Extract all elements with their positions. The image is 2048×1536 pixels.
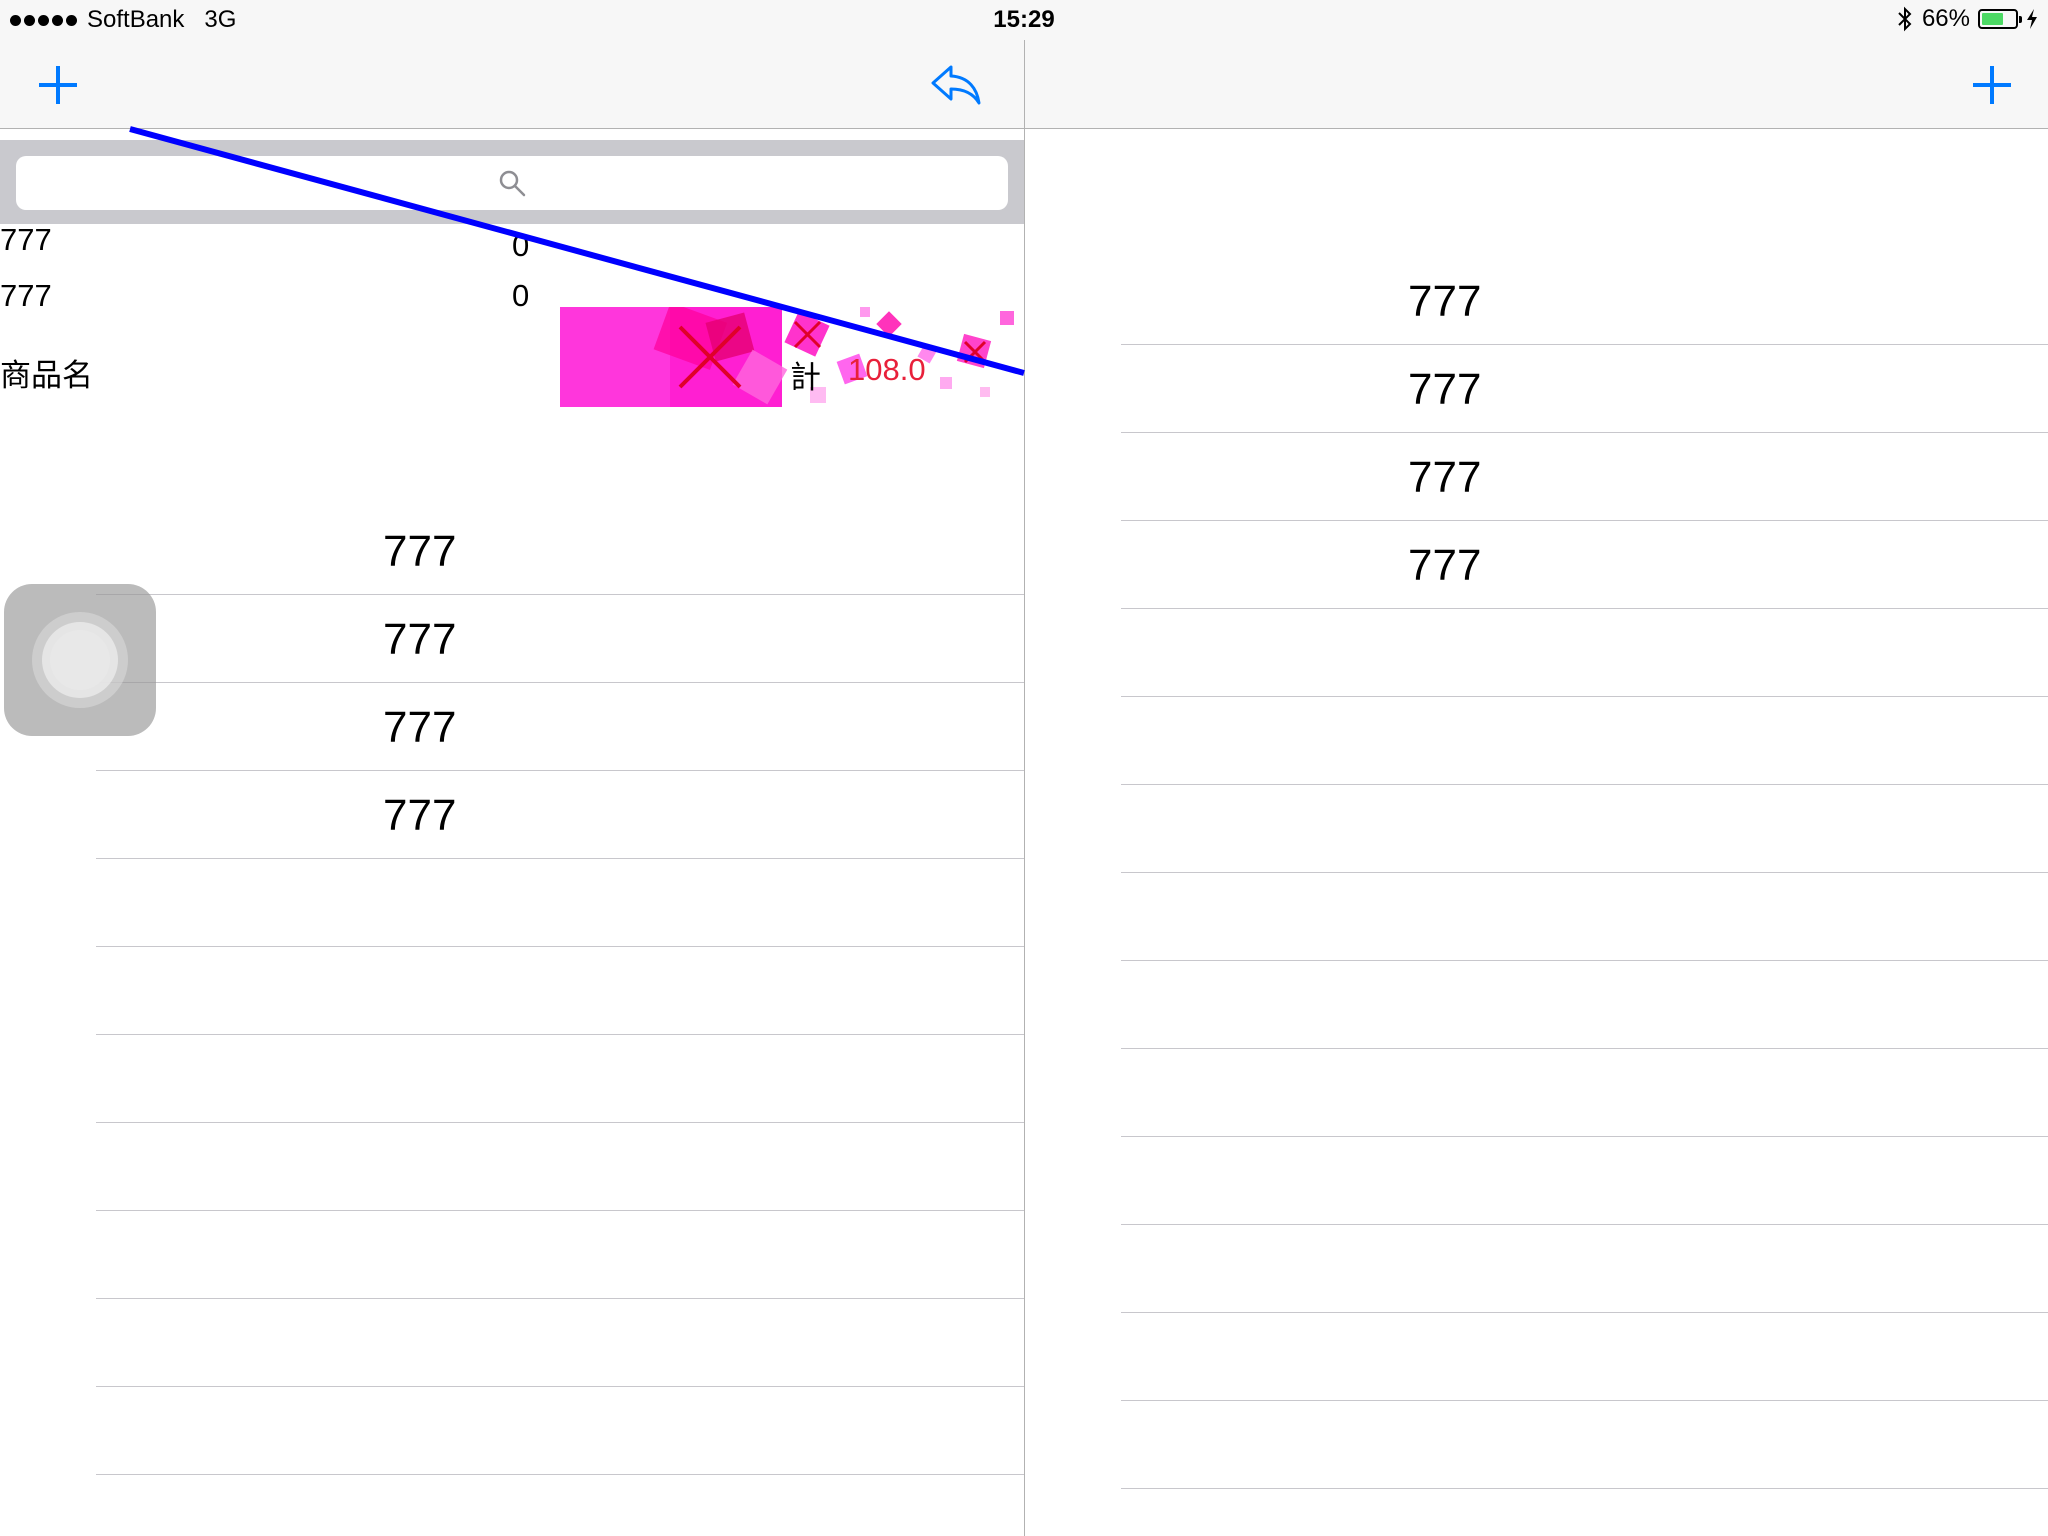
row-label: 777: [1408, 277, 1482, 326]
item-row-value: 0: [512, 278, 530, 313]
bluetooth-icon: [1898, 6, 1912, 32]
row-label: 777: [1408, 453, 1482, 502]
empty-row: [1121, 1137, 2048, 1225]
table-row[interactable]: 777: [96, 771, 1024, 859]
battery-percent: 66%: [1921, 5, 1970, 32]
empty-row: [96, 1123, 1024, 1211]
table-row[interactable]: 777: [96, 683, 1024, 771]
reply-icon: [931, 65, 981, 105]
network-type: 3G: [204, 6, 237, 33]
search-icon: [499, 170, 526, 197]
row-label: 777: [383, 791, 457, 840]
status-bar: SoftBank 3G 15:29 66%: [0, 0, 2048, 40]
total-label: 計: [790, 360, 821, 395]
battery-fill: [1982, 13, 2004, 25]
empty-row: [1121, 1313, 2048, 1401]
empty-row: [96, 859, 1024, 947]
total-value: 108.0: [848, 352, 926, 387]
status-left: SoftBank 3G: [10, 6, 236, 34]
table-row[interactable]: 777: [96, 595, 1024, 683]
table-row[interactable]: 777: [1121, 521, 2048, 609]
item-row-value: 0: [512, 228, 530, 263]
item-row-name: 777: [0, 278, 52, 313]
carrier-name: SoftBank: [87, 6, 185, 33]
master-nav-bar: [0, 40, 1024, 129]
item-row-name: 777: [0, 222, 52, 257]
detail-nav-bar: [1025, 40, 2048, 129]
empty-row: [96, 1475, 1024, 1536]
empty-row: [1121, 1225, 2048, 1313]
row-label: 777: [1408, 365, 1482, 414]
signal-strength-icon: [10, 14, 77, 26]
table-row[interactable]: 777: [96, 507, 1024, 595]
empty-row: [1121, 785, 2048, 873]
empty-row: [1121, 697, 2048, 785]
assistive-touch-icon[interactable]: [4, 584, 156, 736]
table-row[interactable]: 777: [1121, 257, 2048, 345]
plus-icon: [1973, 66, 2011, 104]
empty-row: [96, 947, 1024, 1035]
status-right: 66%: [1896, 5, 2038, 33]
add-button-left[interactable]: [30, 60, 86, 110]
split-divider: [1024, 40, 1025, 1536]
battery-icon: [1978, 9, 2022, 29]
row-label: 777: [1408, 541, 1482, 590]
table-row[interactable]: 777: [1121, 345, 2048, 433]
product-name-label: 商品名: [0, 358, 93, 393]
add-button-right[interactable]: [1964, 60, 2020, 110]
empty-row: [1121, 1049, 2048, 1137]
empty-row: [96, 1035, 1024, 1123]
search-input[interactable]: [16, 156, 1008, 210]
empty-row: [96, 1211, 1024, 1299]
empty-row: [1121, 961, 2048, 1049]
charging-bolt-icon: [2027, 9, 2037, 29]
status-time: 15:29: [993, 6, 1055, 33]
empty-row: [1121, 1401, 2048, 1489]
row-label: 777: [383, 703, 457, 752]
empty-row: [96, 1299, 1024, 1387]
row-label: 777: [383, 527, 457, 576]
search-bar: [0, 140, 1024, 224]
empty-row: [96, 1387, 1024, 1475]
row-label: 777: [383, 615, 457, 664]
table-row[interactable]: 777: [1121, 433, 2048, 521]
empty-row: [1121, 1489, 2048, 1536]
empty-row: [1121, 873, 2048, 961]
reply-button[interactable]: [928, 60, 984, 110]
empty-row: [1121, 609, 2048, 697]
plus-icon: [39, 66, 77, 104]
